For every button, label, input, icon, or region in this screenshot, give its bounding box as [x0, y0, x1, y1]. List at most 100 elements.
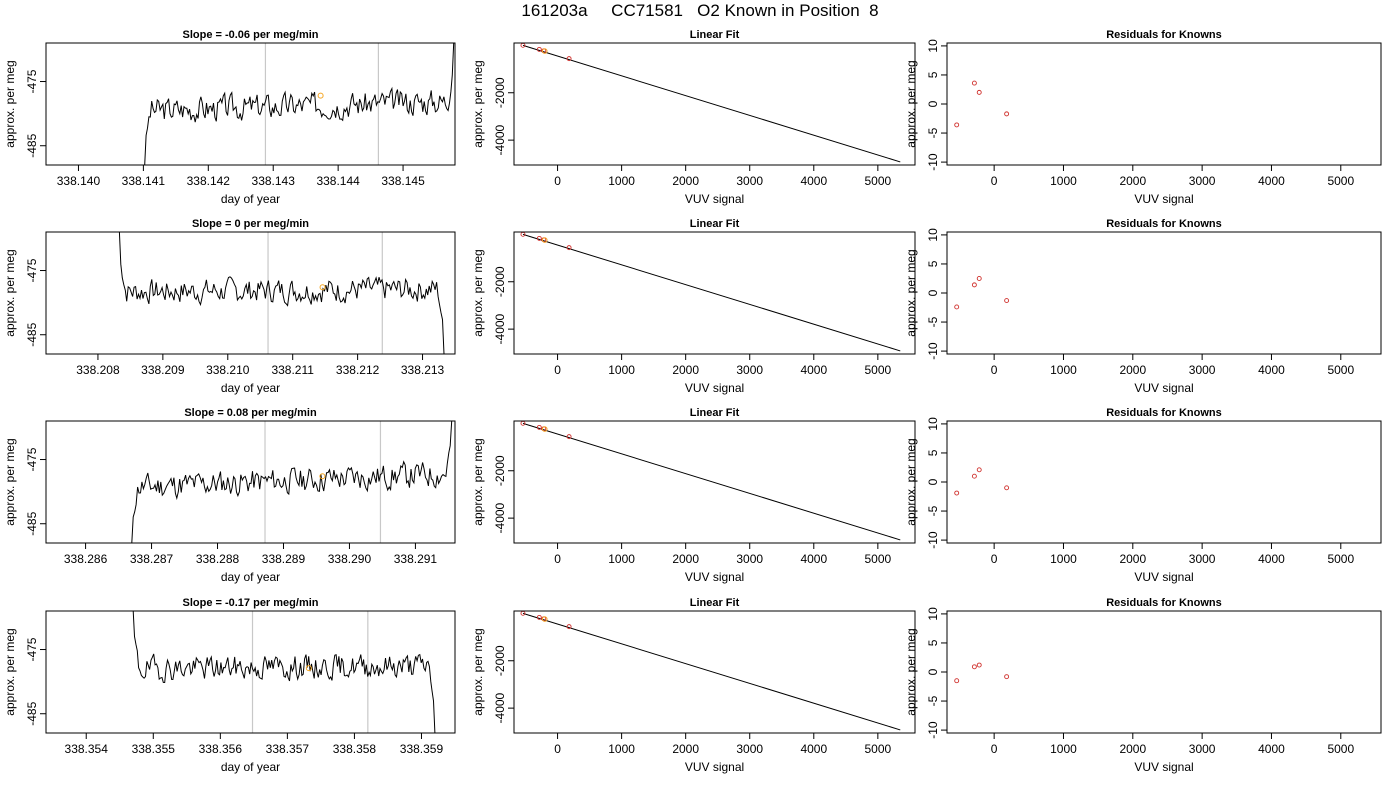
y-tick-label: 5 [926, 449, 940, 456]
y-tick-label: -2000 [493, 77, 507, 108]
plot-frame [45, 231, 456, 355]
plot-frame [946, 610, 1382, 734]
x-tick-label: 338.287 [130, 552, 174, 566]
known-point [566, 56, 572, 62]
x-tick-label: 4000 [1258, 552, 1285, 566]
panel-title: Linear Fit [690, 407, 740, 419]
x-tick-label: 3000 [736, 552, 763, 566]
x-tick-label: 1000 [1050, 363, 1077, 377]
x-tick-label: 0 [991, 742, 998, 756]
y-tick-label: -485 [25, 322, 39, 346]
plot-frame [513, 42, 916, 166]
panel-row3-residuals: Residuals for Knowns VUV signal approx. pe… [904, 407, 1382, 584]
x-tick-label: 4000 [800, 552, 827, 566]
x-tick-label: 0 [554, 552, 561, 566]
residual-point [1004, 111, 1010, 117]
panel-title: Linear Fit [690, 597, 740, 609]
x-tick-label: 0 [554, 363, 561, 377]
y-tick-label: -4000 [493, 313, 507, 344]
x-tick-label: 3000 [736, 363, 763, 377]
x-tick-label: 338.209 [141, 363, 185, 377]
x-tick-label: 338.357 [266, 742, 310, 756]
x-tick-label: 5000 [864, 552, 891, 566]
sample-marker [317, 92, 324, 99]
x-axis-label: VUV signal [1134, 570, 1193, 584]
y-tick-label: -10 [926, 531, 940, 549]
panel-row1-time: Slope = -0.06 per meg/min day of year appr… [3, 29, 456, 206]
y-tick-label: -4000 [493, 502, 507, 533]
residual-point [954, 678, 960, 684]
y-axis-label: approx. per meg [904, 438, 918, 525]
y-tick-label: -5 [926, 316, 940, 327]
plot-area [132, 611, 436, 733]
y-tick-label: -475 [25, 447, 39, 471]
plot-area [954, 80, 1010, 128]
x-tick-label: 0 [991, 174, 998, 188]
y-tick-label: -4000 [493, 692, 507, 723]
panel-row3-time: Slope = 0.08 per meg/min day of year appro… [3, 407, 456, 584]
plot-frame [513, 610, 916, 734]
y-axis-label: approx. per meg [3, 249, 17, 336]
y-tick-label: 10 [926, 228, 940, 242]
x-tick-label: 5000 [1327, 742, 1354, 756]
y-tick-label: -10 [926, 342, 940, 360]
x-tick-label: 1000 [1050, 552, 1077, 566]
y-tick-label: 0 [926, 668, 940, 675]
plot-area [520, 43, 901, 163]
panel-title: Linear Fit [690, 218, 740, 230]
page-title: 161203a CC71581 O2 Known in Position 8 [521, 1, 879, 20]
sample-point [541, 616, 548, 622]
x-tick-label: 3000 [736, 174, 763, 188]
residual-point [976, 89, 982, 95]
y-axis-label: approx. per meg [904, 628, 918, 715]
x-tick-label: 4000 [1258, 742, 1285, 756]
x-tick-label: 338.141 [122, 174, 166, 188]
x-tick-label: 4000 [1258, 363, 1285, 377]
x-tick-label: 3000 [1189, 742, 1216, 756]
plot-frame [513, 231, 916, 355]
x-tick-label: 4000 [800, 363, 827, 377]
panel-row1-residuals: Residuals for Knowns VUV signal approx. pe… [904, 29, 1382, 206]
panel-title: Residuals for Knowns [1106, 29, 1222, 41]
x-tick-label: 1000 [1050, 174, 1077, 188]
y-axis-label: approx. per meg [471, 249, 485, 336]
fit-line [522, 422, 901, 541]
sample-point [541, 426, 548, 432]
y-tick-label: -485 [25, 133, 39, 157]
signal-trace [118, 232, 445, 354]
x-axis-label: VUV signal [685, 570, 744, 584]
panel-title: Residuals for Knowns [1106, 407, 1222, 419]
fit-line [522, 44, 901, 163]
panel-title: Residuals for Knowns [1106, 218, 1222, 230]
x-axis-label: day of year [221, 192, 280, 206]
x-tick-label: 1000 [608, 363, 635, 377]
known-point [566, 434, 572, 440]
residual-point [976, 276, 982, 281]
y-tick-label: -475 [25, 69, 39, 93]
residual-point [954, 490, 960, 496]
known-point [566, 245, 572, 251]
panel-title: Slope = -0.06 per meg/min [182, 29, 318, 41]
y-tick-label: 10 [926, 417, 940, 431]
x-tick-label: 5000 [864, 742, 891, 756]
x-axis-label: VUV signal [1134, 760, 1193, 774]
sample-marker [305, 665, 312, 672]
x-tick-label: 3000 [1189, 363, 1216, 377]
residual-point [1004, 674, 1010, 680]
x-tick-label: 338.143 [252, 174, 296, 188]
plot-area [144, 43, 455, 165]
y-tick-label: -485 [25, 511, 39, 535]
x-tick-label: 338.289 [262, 552, 306, 566]
x-tick-label: 338.210 [206, 363, 250, 377]
y-axis-label: approx. per meg [3, 60, 17, 147]
x-axis-label: VUV signal [685, 381, 744, 395]
residual-point [971, 664, 977, 670]
x-tick-label: 2000 [672, 363, 699, 377]
panel-row2-residuals: Residuals for Knowns VUV signal approx. pe… [904, 218, 1382, 395]
panel-row4-residuals: Residuals for Knowns VUV signal approx. pe… [904, 597, 1382, 774]
panel-title: Residuals for Knowns [1106, 597, 1222, 609]
x-tick-label: 2000 [1119, 552, 1146, 566]
residual-point [976, 467, 982, 473]
x-axis-label: day of year [221, 760, 280, 774]
